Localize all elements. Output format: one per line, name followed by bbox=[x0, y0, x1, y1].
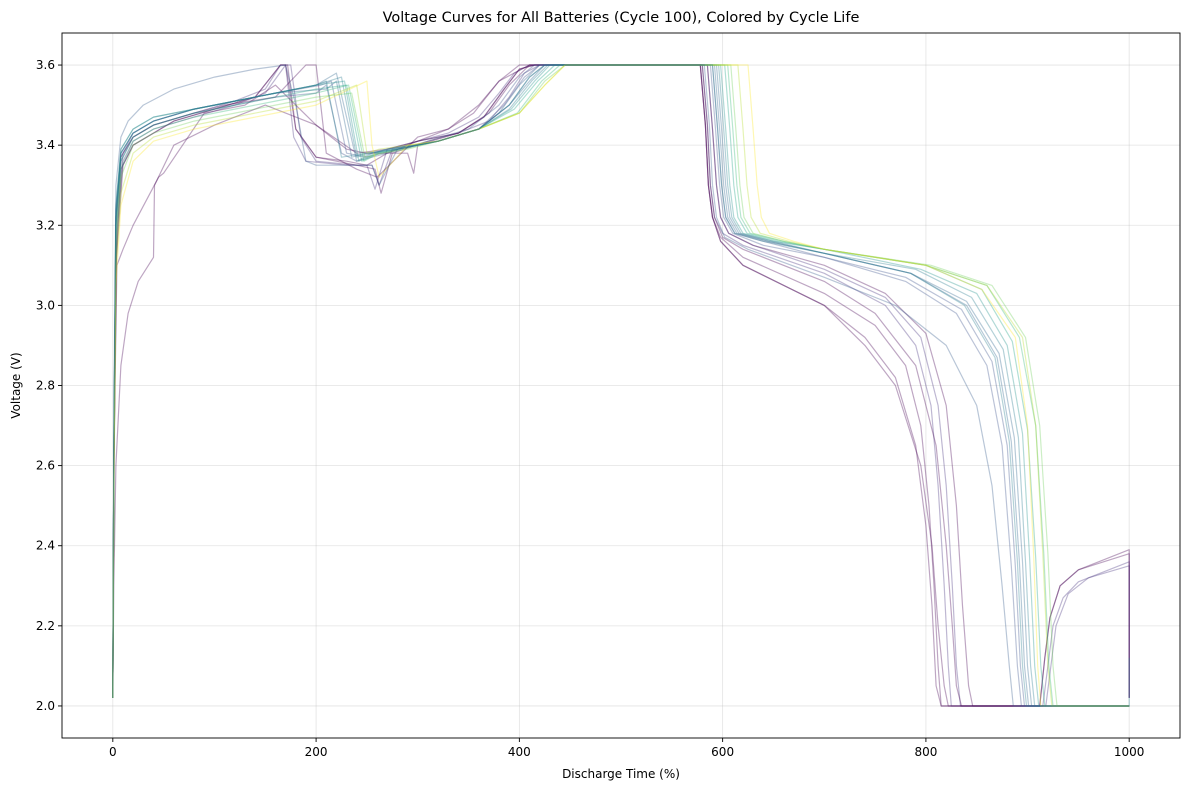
x-tick-label: 600 bbox=[711, 745, 734, 759]
battery-voltage-curve bbox=[112, 64, 1130, 707]
battery-voltage-curve bbox=[112, 64, 1130, 707]
battery-voltage-curve bbox=[112, 64, 1130, 707]
battery-voltage-curve bbox=[112, 64, 1130, 707]
y-tick-label: 3.6 bbox=[36, 58, 55, 72]
x-axis-label: Discharge Time (%) bbox=[562, 767, 680, 781]
x-tick-label: 800 bbox=[914, 745, 937, 759]
x-axis-ticks: 0 200 400 600 800 1000 bbox=[109, 738, 1144, 759]
x-tick-label: 1000 bbox=[1114, 745, 1145, 759]
chart-title: Voltage Curves for All Batteries (Cycle … bbox=[383, 10, 860, 26]
gridlines bbox=[62, 33, 1180, 738]
y-tick-label: 2.6 bbox=[36, 459, 55, 473]
y-axis-label: Voltage (V) bbox=[9, 352, 23, 418]
voltage-curves bbox=[112, 64, 1130, 707]
battery-voltage-curve bbox=[112, 64, 1130, 707]
battery-voltage-curve bbox=[112, 64, 1130, 707]
x-tick-label: 400 bbox=[508, 745, 531, 759]
battery-voltage-curve bbox=[112, 64, 1130, 707]
y-axis-ticks: 2.0 2.2 2.4 2.6 2.8 3.0 3.2 3.4 3.6 bbox=[36, 58, 62, 713]
battery-voltage-curve bbox=[112, 64, 1130, 707]
battery-voltage-curve bbox=[112, 64, 1130, 707]
y-tick-label: 3.0 bbox=[36, 298, 55, 312]
y-tick-label: 2.8 bbox=[36, 379, 55, 393]
battery-voltage-curve bbox=[112, 64, 1130, 707]
battery-voltage-curve bbox=[112, 64, 1130, 707]
y-tick-label: 3.4 bbox=[36, 138, 55, 152]
battery-voltage-curve bbox=[112, 64, 1130, 707]
x-tick-label: 0 bbox=[109, 745, 117, 759]
battery-voltage-curve bbox=[112, 64, 1130, 707]
y-tick-label: 3.2 bbox=[36, 218, 55, 232]
battery-voltage-curve bbox=[112, 64, 1130, 707]
battery-voltage-curve bbox=[112, 64, 1130, 707]
battery-voltage-curve bbox=[112, 64, 1130, 707]
y-tick-label: 2.0 bbox=[36, 699, 55, 713]
y-tick-label: 2.2 bbox=[36, 619, 55, 633]
battery-voltage-curve bbox=[112, 64, 1130, 707]
battery-voltage-curve bbox=[112, 64, 1130, 707]
battery-voltage-curve bbox=[112, 64, 1130, 707]
x-tick-label: 200 bbox=[305, 745, 328, 759]
battery-voltage-curve bbox=[112, 64, 1130, 707]
y-tick-label: 2.4 bbox=[36, 539, 55, 553]
